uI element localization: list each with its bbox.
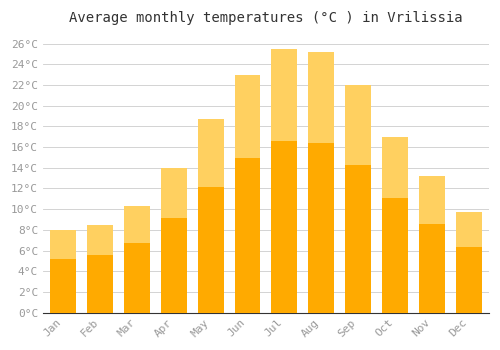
- Title: Average monthly temperatures (°C ) in Vrilissia: Average monthly temperatures (°C ) in Vr…: [69, 11, 462, 25]
- Bar: [345, 85, 371, 313]
- Bar: [419, 176, 444, 224]
- Bar: [308, 52, 334, 313]
- Bar: [198, 119, 224, 187]
- Bar: [124, 206, 150, 313]
- Bar: [161, 168, 186, 313]
- Bar: [382, 137, 408, 198]
- Bar: [382, 137, 408, 313]
- Bar: [87, 225, 113, 256]
- Bar: [50, 230, 76, 313]
- Bar: [87, 225, 113, 313]
- Bar: [456, 212, 481, 247]
- Bar: [345, 85, 371, 164]
- Bar: [234, 75, 260, 313]
- Bar: [234, 75, 260, 158]
- Bar: [272, 49, 297, 141]
- Bar: [50, 230, 76, 259]
- Bar: [419, 176, 444, 313]
- Bar: [456, 212, 481, 313]
- Bar: [161, 168, 186, 218]
- Bar: [272, 49, 297, 313]
- Bar: [124, 206, 150, 243]
- Bar: [198, 119, 224, 313]
- Bar: [308, 52, 334, 143]
